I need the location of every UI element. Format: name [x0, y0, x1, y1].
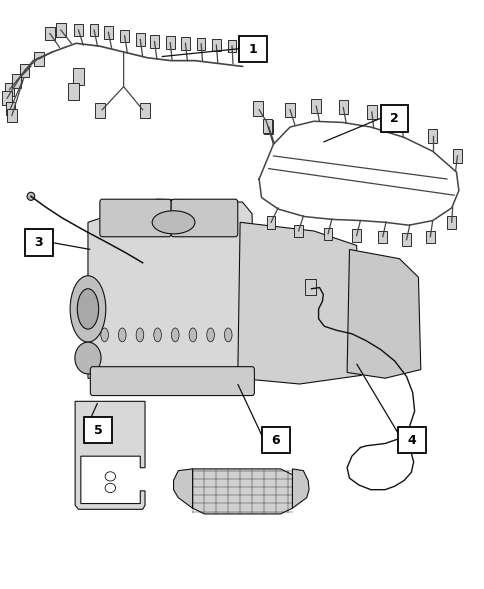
- Polygon shape: [182, 469, 300, 514]
- Bar: [227, 40, 236, 52]
- Ellipse shape: [118, 328, 126, 342]
- Bar: [366, 105, 376, 119]
- Text: 3: 3: [35, 236, 43, 249]
- Text: 2: 2: [390, 112, 398, 125]
- Ellipse shape: [75, 342, 101, 374]
- Ellipse shape: [153, 328, 161, 342]
- Bar: [139, 103, 150, 118]
- Bar: [150, 35, 158, 48]
- Ellipse shape: [189, 328, 197, 342]
- Bar: [452, 149, 461, 163]
- Bar: [7, 108, 16, 123]
- Bar: [266, 216, 275, 229]
- Text: 5: 5: [93, 423, 102, 436]
- Text: 4: 4: [407, 434, 416, 446]
- Bar: [351, 229, 360, 242]
- Bar: [253, 101, 263, 116]
- Bar: [261, 427, 289, 454]
- Polygon shape: [173, 469, 192, 508]
- Polygon shape: [347, 250, 420, 378]
- Bar: [262, 119, 272, 133]
- Ellipse shape: [171, 328, 179, 342]
- Bar: [294, 225, 302, 237]
- Bar: [90, 24, 98, 37]
- Ellipse shape: [105, 484, 115, 492]
- FancyBboxPatch shape: [171, 199, 237, 237]
- Bar: [20, 64, 30, 77]
- Bar: [5, 82, 14, 97]
- Bar: [68, 83, 79, 100]
- Bar: [447, 216, 455, 229]
- Bar: [181, 37, 189, 49]
- Bar: [311, 100, 320, 113]
- Ellipse shape: [136, 328, 143, 342]
- Bar: [136, 33, 144, 45]
- Bar: [197, 38, 205, 50]
- Bar: [427, 129, 437, 143]
- Ellipse shape: [27, 192, 35, 200]
- Bar: [425, 230, 434, 243]
- Bar: [56, 23, 65, 37]
- Bar: [84, 417, 111, 444]
- Ellipse shape: [77, 289, 98, 329]
- Polygon shape: [88, 199, 256, 384]
- Bar: [2, 91, 12, 105]
- Bar: [74, 24, 83, 37]
- Ellipse shape: [70, 276, 106, 342]
- Ellipse shape: [105, 472, 115, 481]
- Polygon shape: [292, 469, 308, 508]
- Bar: [304, 279, 315, 294]
- Bar: [323, 227, 332, 240]
- Bar: [12, 74, 21, 88]
- Bar: [166, 37, 174, 49]
- Bar: [285, 103, 294, 117]
- Polygon shape: [75, 401, 145, 509]
- Bar: [94, 103, 105, 118]
- Bar: [338, 101, 348, 114]
- Bar: [34, 52, 44, 66]
- Ellipse shape: [152, 211, 195, 234]
- Bar: [73, 68, 84, 85]
- Ellipse shape: [206, 328, 214, 342]
- FancyBboxPatch shape: [90, 367, 254, 396]
- Bar: [380, 105, 408, 132]
- Bar: [263, 120, 273, 134]
- Bar: [398, 427, 425, 454]
- Bar: [401, 233, 410, 246]
- Bar: [212, 39, 220, 51]
- Bar: [239, 36, 266, 62]
- Ellipse shape: [101, 328, 108, 342]
- Bar: [6, 102, 15, 115]
- FancyBboxPatch shape: [100, 199, 171, 237]
- Bar: [104, 26, 112, 38]
- Text: 1: 1: [248, 42, 257, 55]
- Bar: [397, 114, 406, 128]
- Bar: [45, 27, 55, 41]
- Bar: [25, 229, 53, 256]
- Bar: [120, 29, 129, 42]
- Polygon shape: [237, 222, 361, 384]
- Ellipse shape: [224, 328, 231, 342]
- Text: 6: 6: [271, 434, 280, 446]
- Bar: [378, 230, 386, 243]
